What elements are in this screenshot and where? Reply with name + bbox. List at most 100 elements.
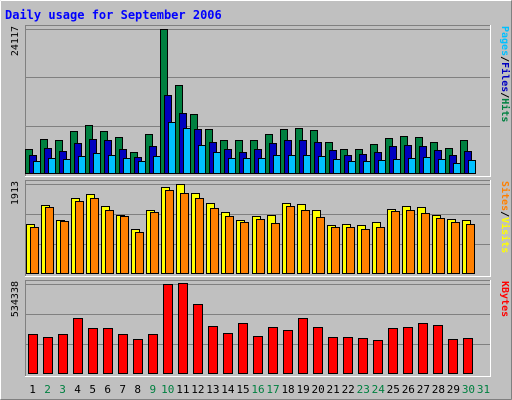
x-tick-label: 13 — [206, 383, 219, 396]
bar-kbytes-day-12 — [193, 304, 203, 374]
bar-pages-day-3 — [63, 159, 71, 174]
series-kbytes — [28, 283, 473, 374]
bar-sites-day-27 — [421, 213, 430, 274]
x-tick-label: 17 — [266, 383, 279, 396]
bar-pages-day-7 — [123, 158, 131, 174]
bar-kbytes-day-6 — [103, 328, 113, 374]
bar-kbytes-day-26 — [403, 327, 413, 374]
bar-sites-day-19 — [301, 210, 310, 274]
x-axis-day-labels: 1 2 3 4 5 6 7 8 9 10 11 12 13 14 15 16 17 18 19 20 21 22 23 24 2… — [29, 383, 490, 396]
x-tick-label: 3 — [59, 383, 66, 396]
bar-sites-day-26 — [406, 210, 415, 274]
x-tick-label: 12 — [191, 383, 204, 396]
x-tick-label: 20 — [312, 383, 325, 396]
bar-kbytes-day-15 — [238, 323, 248, 374]
series-legend: KBytes — [499, 281, 510, 317]
bar-kbytes-day-7 — [118, 334, 128, 374]
bar-sites-day-20 — [316, 217, 325, 274]
bar-pages-day-4 — [78, 156, 86, 174]
x-tick-label: 14 — [221, 383, 235, 396]
bar-sites-day-30 — [466, 224, 475, 274]
bar-kbytes-day-19 — [298, 318, 308, 374]
bar-sites-day-18 — [286, 206, 295, 274]
bar-pages-day-27 — [423, 157, 431, 174]
bar-pages-day-30 — [468, 160, 476, 174]
legend-item: / — [499, 56, 510, 62]
bar-pages-day-5 — [93, 153, 101, 174]
bar-kbytes-day-27 — [418, 323, 428, 374]
bar-pages-day-9 — [153, 156, 161, 174]
bar-kbytes-day-22 — [343, 337, 353, 374]
x-tick-label: 2 — [44, 383, 51, 396]
bar-kbytes-day-10 — [163, 284, 173, 374]
legend-item: / — [499, 92, 510, 98]
x-tick-label: 6 — [104, 383, 111, 396]
bar-pages-day-23 — [363, 161, 371, 174]
series-legend: Sites/Visits — [499, 181, 511, 253]
bar-pages-day-29 — [453, 163, 461, 174]
legend-item: / — [499, 211, 510, 217]
x-tick-label: 28 — [432, 383, 445, 396]
bar-sites-day-9 — [150, 212, 159, 274]
panel-visits_sites: 1913 Sites/Visits — [10, 180, 511, 277]
bar-sites-day-14 — [225, 216, 234, 274]
x-tick-label: 5 — [89, 383, 96, 396]
bar-sites-day-16 — [256, 219, 265, 274]
bar-kbytes-day-13 — [208, 326, 218, 374]
bar-kbytes-day-24 — [373, 340, 383, 374]
series-legend: Pages/Files/Hits — [499, 26, 511, 122]
bar-sites-day-17 — [271, 223, 280, 274]
bar-kbytes-day-28 — [433, 325, 443, 374]
bar-sites-day-3 — [60, 221, 69, 274]
bar-sites-day-2 — [45, 207, 54, 274]
x-tick-label: 25 — [387, 383, 400, 396]
bar-sites-day-25 — [391, 211, 400, 274]
x-tick-label: 26 — [402, 383, 415, 396]
bar-sites-day-8 — [135, 232, 144, 274]
bar-kbytes-day-18 — [283, 330, 293, 374]
bar-pages-day-26 — [408, 158, 416, 174]
legend-item: Pages — [499, 26, 510, 56]
x-tick-label: 16 — [251, 383, 264, 396]
bar-pages-day-11 — [183, 128, 191, 174]
bar-kbytes-day-17 — [268, 327, 278, 374]
legend-item: KBytes — [499, 281, 510, 317]
x-tick-label: 31 — [477, 383, 490, 396]
bar-pages-day-2 — [48, 158, 56, 174]
bar-sites-day-1 — [30, 227, 39, 274]
bar-pages-day-13 — [213, 152, 221, 174]
x-tick-label: 15 — [236, 383, 249, 396]
bar-kbytes-day-25 — [388, 328, 398, 374]
bar-kbytes-day-11 — [178, 283, 188, 374]
bar-sites-day-10 — [165, 190, 174, 274]
bar-sites-day-5 — [90, 198, 99, 274]
bar-sites-day-28 — [436, 218, 445, 274]
legend-item: Files — [499, 62, 511, 92]
x-tick-label: 27 — [417, 383, 430, 396]
bar-kbytes-day-2 — [43, 337, 53, 374]
bar-sites-day-7 — [120, 216, 129, 274]
bar-kbytes-day-21 — [328, 337, 338, 374]
bar-pages-day-24 — [378, 160, 386, 174]
bar-kbytes-day-20 — [313, 327, 323, 374]
bar-pages-day-10 — [168, 122, 176, 174]
y-max-label: 24117 — [10, 26, 21, 56]
bar-sites-day-6 — [105, 210, 114, 274]
y-max-label: 1913 — [10, 181, 21, 205]
panel-kbytes: 534338 KBytes — [10, 280, 510, 377]
bar-pages-day-22 — [348, 161, 356, 174]
bar-sites-day-23 — [361, 229, 370, 274]
chart-title: Daily usage for September 2006 — [5, 8, 222, 22]
x-tick-label: 29 — [447, 383, 460, 396]
legend-item: Hits — [499, 98, 511, 122]
panel-hits_files_pages: 24117 Pages/Files/Hits — [10, 25, 511, 177]
x-tick-label: 8 — [134, 383, 141, 396]
bar-pages-day-1 — [33, 161, 41, 174]
bar-kbytes-day-5 — [88, 328, 98, 374]
x-tick-label: 7 — [119, 383, 126, 396]
bar-kbytes-day-1 — [28, 334, 38, 374]
bar-kbytes-day-3 — [58, 334, 68, 374]
x-tick-label: 19 — [296, 383, 309, 396]
